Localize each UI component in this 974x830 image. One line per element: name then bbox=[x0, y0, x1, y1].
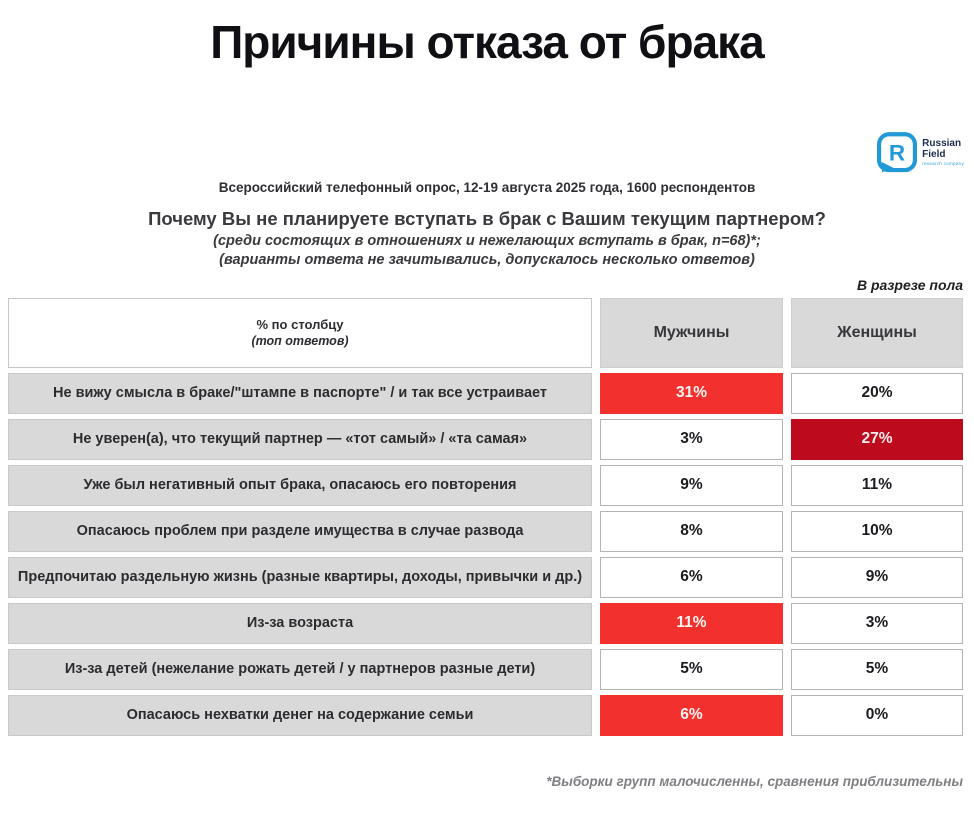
men-value: 3% bbox=[600, 418, 783, 460]
table-row: Предпочитаю раздельную жизнь (разные ква… bbox=[8, 556, 963, 598]
table-row: Опасаюсь проблем при разделе имущества в… bbox=[8, 510, 963, 552]
women-value: 0% bbox=[791, 694, 963, 736]
men-value: 5% bbox=[600, 648, 783, 690]
row-label: Опасаюсь нехватки денег на содержание се… bbox=[8, 694, 592, 736]
women-value: 20% bbox=[791, 372, 963, 414]
table-row: Уже был негативный опыт брака, опасаюсь … bbox=[8, 464, 963, 506]
row-label: Уже был негативный опыт брака, опасаюсь … bbox=[8, 464, 592, 506]
survey-note-method: (варианты ответа не зачитывались, допуск… bbox=[219, 251, 755, 268]
metric-label: % по столбцу bbox=[256, 317, 344, 332]
table-row: Из-за детей (нежелание рожать детей / у … bbox=[8, 648, 963, 690]
table-row: Опасаюсь нехватки денег на содержание се… bbox=[8, 694, 963, 736]
logo-monogram-r-icon: R bbox=[889, 141, 905, 166]
men-value: 31% bbox=[600, 372, 783, 414]
logo-text: Russian Field research company bbox=[922, 139, 964, 167]
logo-name-line1: Russian bbox=[922, 138, 962, 150]
russian-field-logo: R Russian Field research company bbox=[877, 132, 964, 174]
russian-field-logo-icon: R bbox=[877, 132, 918, 173]
women-value: 9% bbox=[791, 556, 963, 598]
survey-question: Почему Вы не планируете вступать в брак … bbox=[148, 207, 826, 229]
men-value: 8% bbox=[600, 510, 783, 552]
table-row: Не вижу смысла в браке/"штампе в паспорт… bbox=[8, 372, 963, 414]
table-row: Не уверен(а), что текущий партнер — «тот… bbox=[8, 418, 963, 460]
row-label: Опасаюсь проблем при разделе имущества в… bbox=[8, 510, 592, 552]
survey-note-sample: (среди состоящих в отношениях и нежелающ… bbox=[213, 232, 761, 249]
row-label: Не вижу смысла в браке/"штампе в паспорт… bbox=[8, 372, 592, 414]
women-value: 10% bbox=[791, 510, 963, 552]
men-value: 11% bbox=[600, 602, 783, 644]
header-cell-metric: % по столбцу (топ ответов) bbox=[8, 297, 592, 368]
men-value: 6% bbox=[600, 556, 783, 598]
table-row: Из-за возраста 11% 3% bbox=[8, 602, 963, 644]
survey-subtitle: Всероссийский телефонный опрос, 12-19 ав… bbox=[218, 179, 756, 195]
survey-intro: Всероссийский телефонный опрос, 12-19 ав… bbox=[0, 180, 974, 268]
page-title: Причины отказа от брака bbox=[210, 16, 765, 68]
header-cell-men: Мужчины bbox=[600, 297, 783, 368]
header-cell-women: Женщины bbox=[791, 297, 963, 368]
women-value: 3% bbox=[791, 602, 963, 644]
men-value: 6% bbox=[600, 694, 783, 736]
row-label: Из-за возраста bbox=[8, 602, 592, 644]
row-label: Предпочитаю раздельную жизнь (разные ква… bbox=[8, 556, 592, 598]
table-header-row: % по столбцу (топ ответов) Мужчины Женщи… bbox=[8, 297, 963, 368]
row-label: Из-за детей (нежелание рожать детей / у … bbox=[8, 648, 592, 690]
logo-tagline: research company bbox=[922, 161, 964, 167]
logo-name-line2: Field bbox=[922, 148, 946, 160]
row-label: Не уверен(а), что текущий партнер — «тот… bbox=[8, 418, 592, 460]
metric-sublabel: (топ ответов) bbox=[251, 334, 349, 348]
footnote: *Выборки групп малочисленны, сравнения п… bbox=[546, 774, 963, 789]
results-table: % по столбцу (топ ответов) Мужчины Женщи… bbox=[8, 297, 963, 736]
women-value: 5% bbox=[791, 648, 963, 690]
men-value: 9% bbox=[600, 464, 783, 506]
women-value: 11% bbox=[791, 464, 963, 506]
breakdown-label: В разрезе пола bbox=[856, 276, 963, 293]
women-value: 27% bbox=[791, 418, 963, 460]
